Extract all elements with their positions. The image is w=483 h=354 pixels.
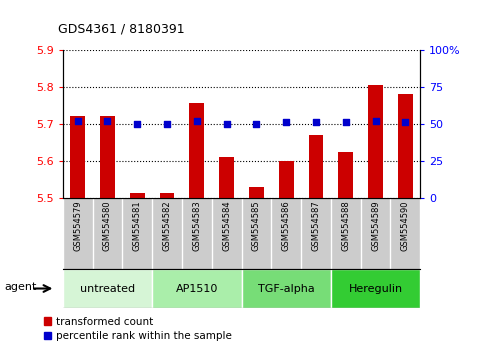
Text: GSM554589: GSM554589	[371, 200, 380, 251]
Bar	[219, 157, 234, 198]
Text: GSM554581: GSM554581	[133, 200, 142, 251]
Text: GSM554587: GSM554587	[312, 200, 320, 251]
Text: GSM554585: GSM554585	[252, 200, 261, 251]
Point	[372, 118, 380, 124]
Point	[163, 121, 171, 127]
Point	[342, 120, 350, 125]
Point	[133, 121, 141, 127]
Legend: transformed count, percentile rank within the sample: transformed count, percentile rank withi…	[44, 317, 232, 341]
Text: untreated: untreated	[80, 284, 135, 293]
Bar	[338, 152, 353, 198]
Text: agent: agent	[5, 281, 37, 292]
FancyBboxPatch shape	[63, 269, 152, 308]
Text: TGF-alpha: TGF-alpha	[258, 284, 314, 293]
Bar	[398, 94, 413, 198]
Point	[74, 118, 82, 124]
FancyBboxPatch shape	[331, 269, 420, 308]
FancyBboxPatch shape	[152, 269, 242, 308]
Bar	[100, 116, 115, 198]
Bar	[70, 116, 85, 198]
Point	[253, 121, 260, 127]
Text: GSM554579: GSM554579	[73, 200, 82, 251]
Bar	[189, 103, 204, 198]
Text: GSM554588: GSM554588	[341, 200, 350, 251]
FancyBboxPatch shape	[242, 269, 331, 308]
Text: Heregulin: Heregulin	[348, 284, 403, 293]
Point	[223, 121, 230, 127]
Point	[282, 120, 290, 125]
Text: GSM554584: GSM554584	[222, 200, 231, 251]
Point	[193, 118, 201, 124]
Text: GSM554590: GSM554590	[401, 200, 410, 251]
Text: GSM554582: GSM554582	[163, 200, 171, 251]
Point	[104, 118, 112, 124]
Bar	[159, 193, 174, 198]
Text: GSM554586: GSM554586	[282, 200, 291, 251]
Bar	[130, 193, 145, 198]
Text: GSM554583: GSM554583	[192, 200, 201, 251]
Text: GDS4361 / 8180391: GDS4361 / 8180391	[58, 22, 185, 35]
Bar	[249, 187, 264, 198]
Text: GSM554580: GSM554580	[103, 200, 112, 251]
Bar	[309, 135, 324, 198]
Point	[312, 120, 320, 125]
Point	[401, 120, 409, 125]
Bar	[279, 161, 294, 198]
Bar	[368, 85, 383, 198]
Text: AP1510: AP1510	[176, 284, 218, 293]
